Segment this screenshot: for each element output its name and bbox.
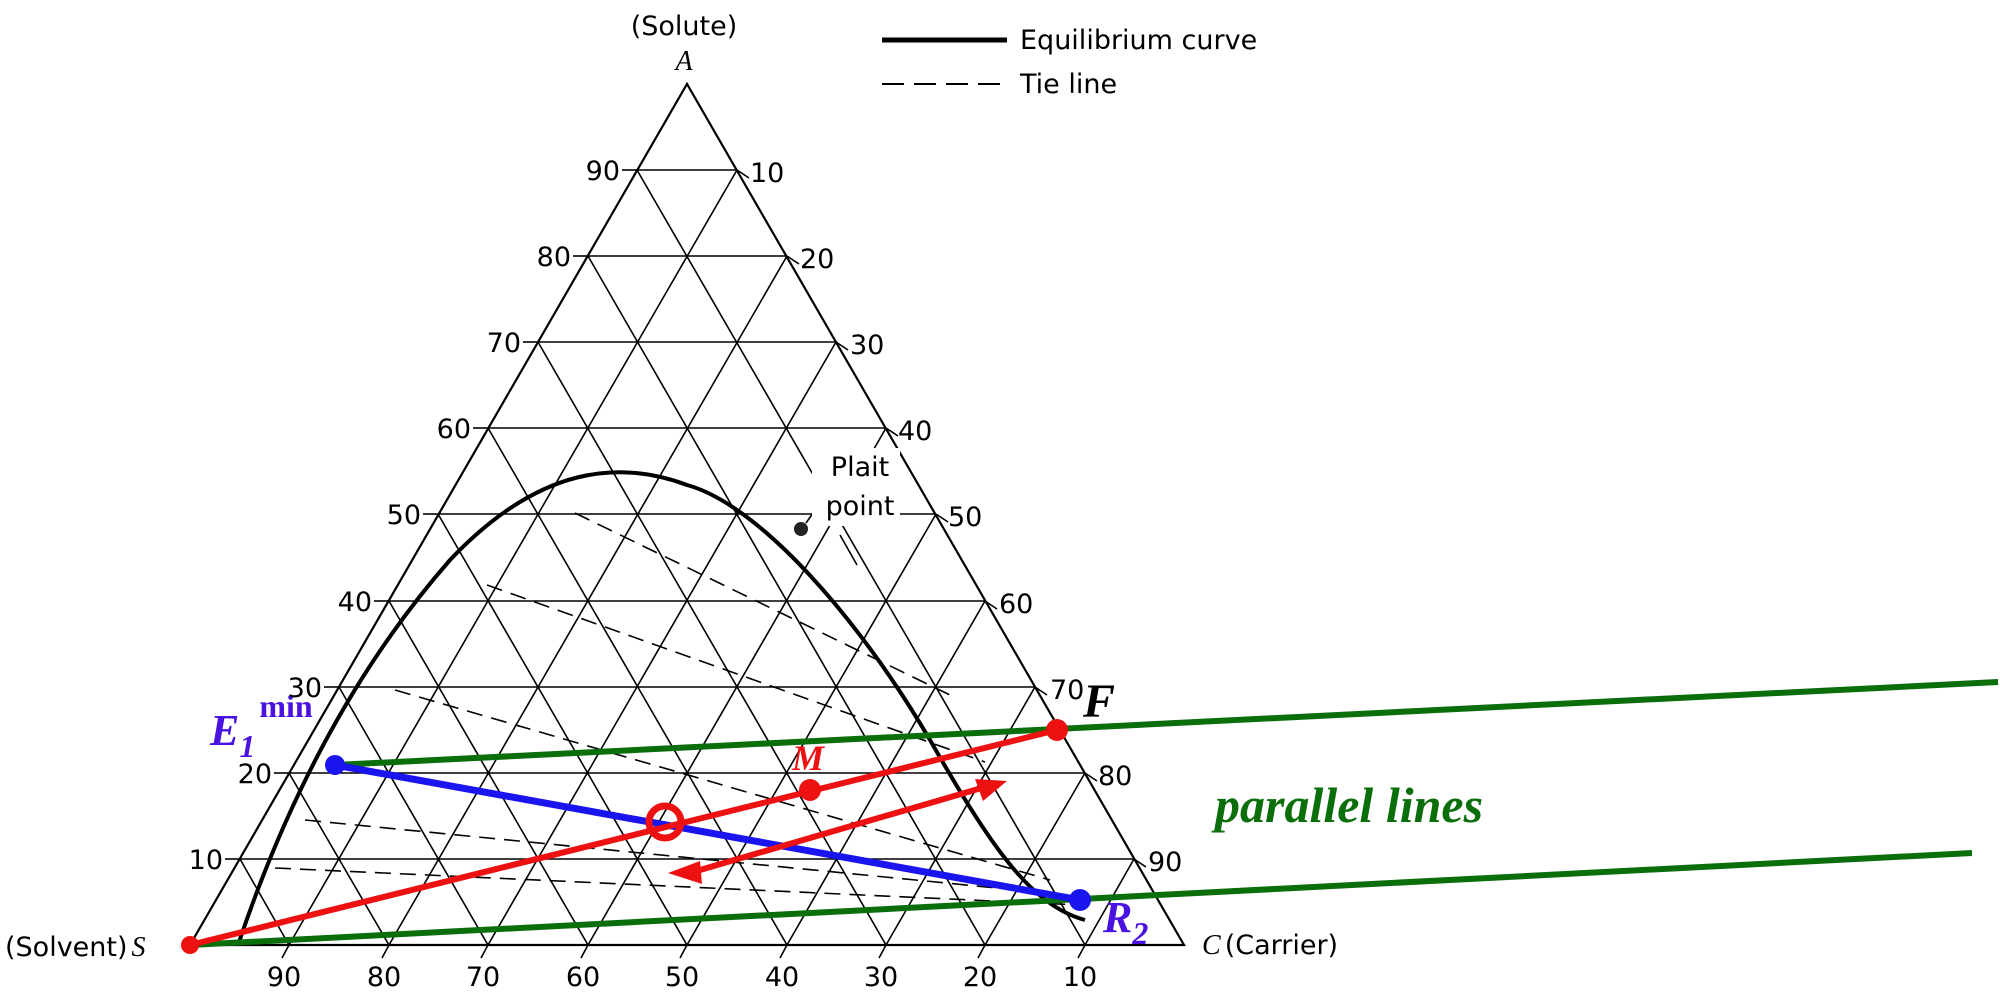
apex-right-label: C (Carrier) bbox=[1202, 930, 1338, 961]
right-tick-label: 40 bbox=[898, 416, 932, 447]
red-arrow-shaft-up bbox=[699, 784, 986, 873]
left-tick-label: 80 bbox=[537, 242, 571, 273]
left-tick-label: 70 bbox=[487, 328, 521, 359]
bottom-tick-label: 20 bbox=[963, 962, 997, 993]
right-tick-label: 50 bbox=[948, 502, 982, 533]
equilibrium-curve bbox=[236, 470, 1086, 946]
intersection-ring bbox=[645, 802, 685, 842]
plait-label-bg bbox=[812, 448, 900, 526]
left-tick-label: 30 bbox=[288, 673, 322, 704]
apex-right-suffix: (Carrier) bbox=[1225, 930, 1338, 961]
plait-label-line2: point bbox=[826, 491, 895, 522]
point-M-label: M bbox=[791, 738, 826, 778]
parallel-lines-annotation: parallel lines bbox=[1211, 777, 1483, 833]
left-tick-label: 40 bbox=[338, 587, 372, 618]
point-E1-label: E1min bbox=[209, 688, 313, 764]
red-arrowhead-down bbox=[668, 861, 702, 884]
right-tick-labels: 10 20 30 40 50 60 70 80 90 bbox=[750, 158, 1182, 878]
bottom-tick-label: 40 bbox=[765, 962, 799, 993]
point-M-marker bbox=[799, 779, 821, 801]
apex-top-letter: A bbox=[673, 46, 693, 77]
tie-line-1 bbox=[574, 512, 951, 696]
tie-line-2 bbox=[486, 584, 986, 763]
bottom-tick-labels: 90 80 70 60 50 40 30 20 10 bbox=[267, 962, 1097, 993]
tick-marks bbox=[225, 169, 1147, 959]
blue-line-e1-r2 bbox=[334, 761, 1081, 904]
bottom-tick-label: 90 bbox=[267, 962, 301, 993]
point-F-marker bbox=[1046, 719, 1068, 741]
left-tick-label: 90 bbox=[586, 156, 620, 187]
apex-top-sublabel: (Solute) bbox=[631, 11, 738, 42]
right-tick-label: 80 bbox=[1098, 761, 1132, 792]
point-R2-label: R2 bbox=[1102, 893, 1148, 951]
plait-point-marker bbox=[794, 522, 808, 536]
point-F-label: F bbox=[1082, 675, 1115, 728]
legend-tie-label: Tie line bbox=[1019, 69, 1117, 100]
apex-left-label: (Solvent) S bbox=[5, 932, 146, 963]
right-tick-label: 10 bbox=[750, 158, 784, 189]
bottom-tick-label: 80 bbox=[367, 962, 401, 993]
point-S-marker bbox=[181, 936, 199, 954]
left-tick-label: 50 bbox=[387, 500, 421, 531]
red-arrowhead-up bbox=[975, 779, 1007, 801]
right-tick-label: 70 bbox=[1050, 675, 1084, 706]
point-E1-marker bbox=[325, 755, 345, 775]
point-E1-sub: 1 bbox=[239, 728, 255, 764]
legend-equilibrium-label: Equilibrium curve bbox=[1020, 25, 1257, 56]
red-line-s-f bbox=[189, 727, 1058, 948]
left-tick-label: 20 bbox=[238, 759, 272, 790]
point-R2-sub: 2 bbox=[1131, 915, 1148, 951]
tie-lines bbox=[274, 512, 1081, 906]
point-R2-base: R bbox=[1102, 893, 1132, 942]
apex-left-prefix: (Solvent) bbox=[5, 932, 128, 963]
plait-leader-2 bbox=[839, 534, 858, 566]
bottom-tick-label: 10 bbox=[1063, 962, 1097, 993]
point-R2-marker bbox=[1069, 889, 1091, 911]
left-tick-label: 10 bbox=[189, 845, 223, 876]
tie-line-3 bbox=[394, 689, 1051, 881]
left-tick-label: 60 bbox=[437, 414, 471, 445]
tie-line-5 bbox=[274, 867, 1081, 906]
bottom-tick-label: 30 bbox=[864, 962, 898, 993]
plait-label-line1: Plait bbox=[831, 452, 889, 483]
point-E1-base: E bbox=[209, 706, 239, 755]
right-tick-label: 20 bbox=[800, 244, 834, 275]
bottom-tick-label: 70 bbox=[466, 962, 500, 993]
left-tick-labels: 90 80 70 60 50 40 30 20 10 bbox=[189, 156, 620, 876]
right-tick-label: 60 bbox=[999, 589, 1033, 620]
right-tick-label: 30 bbox=[850, 330, 884, 361]
bottom-tick-label: 60 bbox=[566, 962, 600, 993]
green-parallel-line-upper bbox=[334, 679, 1999, 768]
right-tick-label: 90 bbox=[1148, 847, 1182, 878]
apex-left-letter: S bbox=[132, 932, 146, 963]
point-E1-sup: min bbox=[259, 688, 313, 724]
tie-line-4 bbox=[304, 819, 1069, 896]
bottom-tick-label: 50 bbox=[665, 962, 699, 993]
apex-right-letter: C bbox=[1202, 930, 1221, 961]
